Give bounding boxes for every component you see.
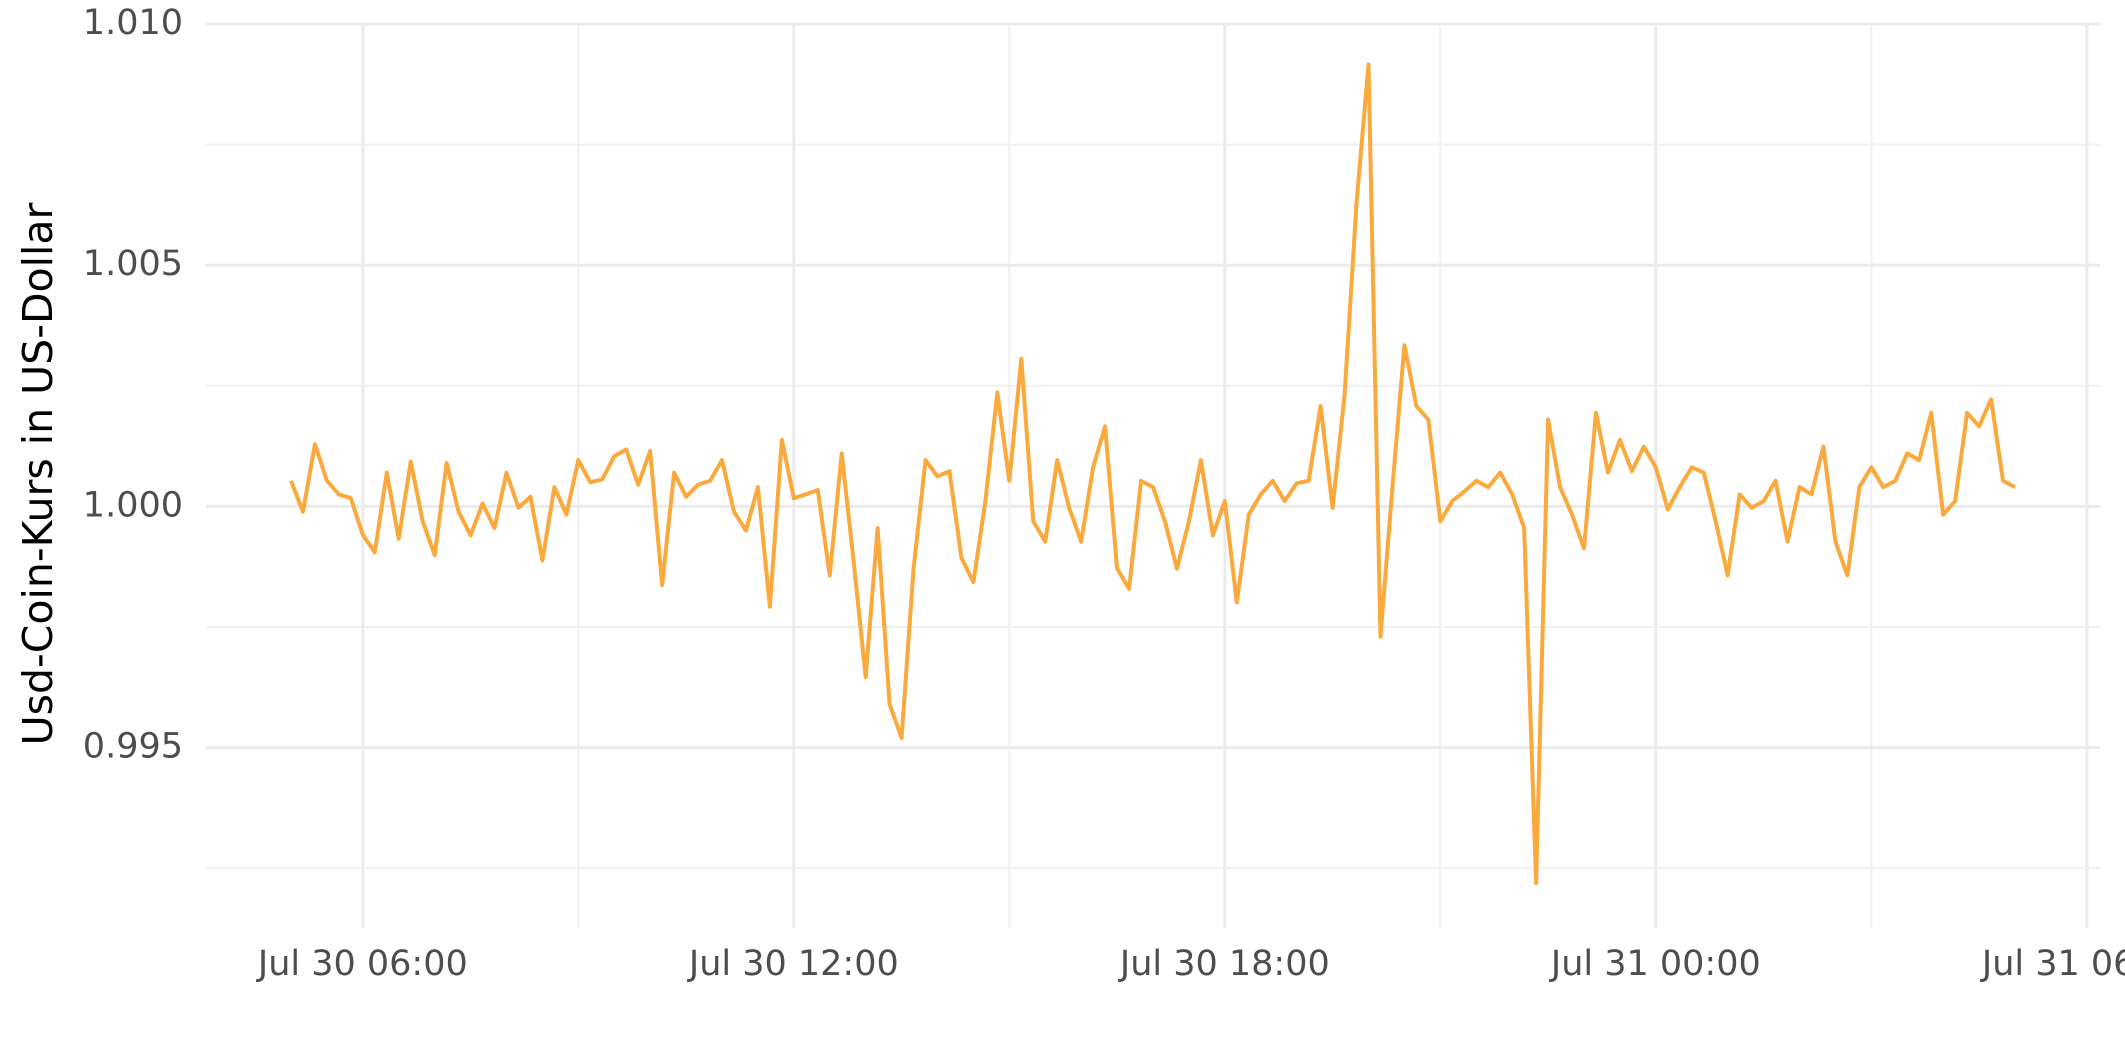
y-tick-label: 1.000 xyxy=(83,485,183,525)
y-tick-label: 0.995 xyxy=(83,727,183,767)
x-tick-label: Jul 31 06:00 xyxy=(1980,944,2125,984)
y-axis-title: Usd-Coin-Kurs in US-Dollar xyxy=(14,202,62,745)
x-tick-label: Jul 30 06:00 xyxy=(256,944,468,984)
data-line xyxy=(289,62,2016,886)
x-tick-label: Jul 31 00:00 xyxy=(1549,944,1761,984)
x-tick-label: Jul 30 12:00 xyxy=(687,944,899,984)
x-tick-label: Jul 30 18:00 xyxy=(1118,944,1330,984)
y-tick-label: 1.010 xyxy=(83,3,183,43)
y-tick-label: 1.005 xyxy=(83,244,183,284)
